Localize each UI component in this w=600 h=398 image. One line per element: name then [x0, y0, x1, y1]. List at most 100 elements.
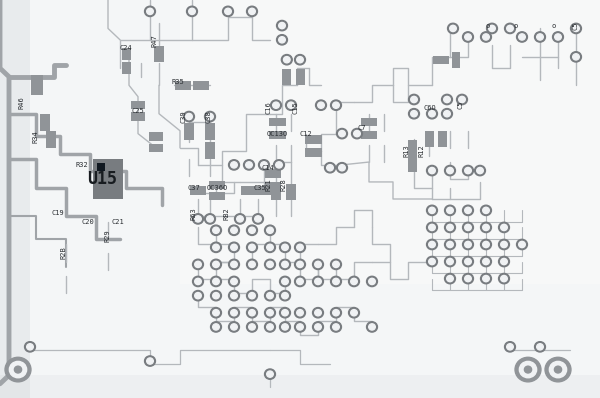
Circle shape: [482, 258, 490, 265]
Circle shape: [265, 322, 275, 332]
Bar: [241, 186, 257, 195]
Text: C15: C15: [293, 101, 299, 114]
Circle shape: [277, 20, 287, 31]
Circle shape: [506, 344, 513, 350]
Circle shape: [505, 341, 515, 352]
Circle shape: [230, 278, 238, 285]
Circle shape: [465, 34, 472, 40]
Text: o: o: [552, 23, 556, 29]
Circle shape: [266, 371, 274, 377]
Bar: [269, 118, 286, 126]
Circle shape: [230, 310, 238, 316]
Text: R34: R34: [33, 130, 39, 143]
Circle shape: [247, 6, 257, 17]
Circle shape: [211, 276, 221, 287]
Text: C24: C24: [120, 45, 133, 51]
Circle shape: [550, 361, 566, 378]
Circle shape: [313, 276, 323, 287]
Circle shape: [188, 8, 196, 14]
Bar: [40, 114, 50, 131]
Circle shape: [463, 222, 473, 232]
Circle shape: [427, 205, 437, 216]
Circle shape: [442, 94, 452, 105]
Circle shape: [14, 366, 22, 373]
Bar: [205, 123, 215, 140]
Text: R29: R29: [105, 230, 111, 242]
Circle shape: [296, 244, 304, 250]
Circle shape: [266, 310, 274, 316]
Circle shape: [295, 259, 305, 269]
Circle shape: [211, 291, 221, 301]
Circle shape: [229, 322, 239, 332]
Bar: [408, 156, 418, 172]
Circle shape: [184, 111, 194, 122]
Circle shape: [286, 100, 296, 110]
Circle shape: [445, 222, 455, 232]
Circle shape: [519, 241, 526, 248]
Circle shape: [487, 23, 497, 33]
Circle shape: [409, 94, 419, 105]
Circle shape: [265, 308, 275, 318]
Text: OC36O: OC36O: [207, 185, 228, 191]
Circle shape: [265, 242, 275, 252]
Circle shape: [465, 275, 472, 282]
Circle shape: [354, 131, 360, 137]
Circle shape: [246, 162, 253, 168]
Circle shape: [229, 160, 239, 170]
Bar: [283, 69, 292, 85]
Bar: [149, 132, 163, 141]
Text: OC13O: OC13O: [267, 131, 288, 137]
Circle shape: [331, 276, 341, 287]
Circle shape: [446, 241, 454, 248]
Circle shape: [266, 324, 274, 330]
Circle shape: [265, 259, 275, 269]
Circle shape: [211, 322, 221, 332]
Circle shape: [481, 273, 491, 284]
Text: R28: R28: [281, 178, 287, 191]
Circle shape: [211, 242, 221, 252]
Circle shape: [211, 308, 221, 318]
Circle shape: [537, 34, 544, 40]
Text: C35: C35: [253, 185, 266, 191]
Circle shape: [500, 241, 508, 248]
Circle shape: [515, 357, 541, 382]
Circle shape: [350, 278, 358, 285]
Circle shape: [445, 166, 455, 176]
Text: C6O: C6O: [423, 105, 436, 111]
Circle shape: [282, 324, 289, 330]
Circle shape: [349, 276, 359, 287]
Circle shape: [318, 102, 325, 108]
Circle shape: [314, 324, 322, 330]
Circle shape: [463, 256, 473, 267]
Circle shape: [223, 6, 233, 17]
Bar: [0, 0, 30, 398]
Bar: [0, 375, 600, 398]
Circle shape: [314, 310, 322, 316]
Circle shape: [337, 162, 347, 173]
Circle shape: [272, 102, 280, 108]
Circle shape: [205, 111, 215, 122]
Text: C25: C25: [132, 108, 145, 114]
Text: R2B: R2B: [60, 247, 66, 259]
Circle shape: [482, 207, 490, 213]
Circle shape: [206, 216, 214, 222]
Circle shape: [247, 225, 257, 236]
Text: C14: C14: [261, 165, 274, 171]
Circle shape: [194, 261, 202, 267]
Circle shape: [465, 224, 472, 230]
Circle shape: [428, 241, 436, 248]
Circle shape: [445, 239, 455, 250]
Circle shape: [266, 244, 274, 250]
Circle shape: [499, 239, 509, 250]
Bar: [154, 46, 164, 62]
Circle shape: [280, 276, 290, 287]
Circle shape: [278, 22, 286, 29]
Circle shape: [249, 310, 256, 316]
Circle shape: [519, 34, 526, 40]
Circle shape: [295, 308, 305, 318]
Circle shape: [282, 261, 289, 267]
Circle shape: [446, 168, 454, 174]
Circle shape: [482, 275, 490, 282]
Circle shape: [427, 256, 437, 267]
Text: R13: R13: [403, 144, 409, 157]
